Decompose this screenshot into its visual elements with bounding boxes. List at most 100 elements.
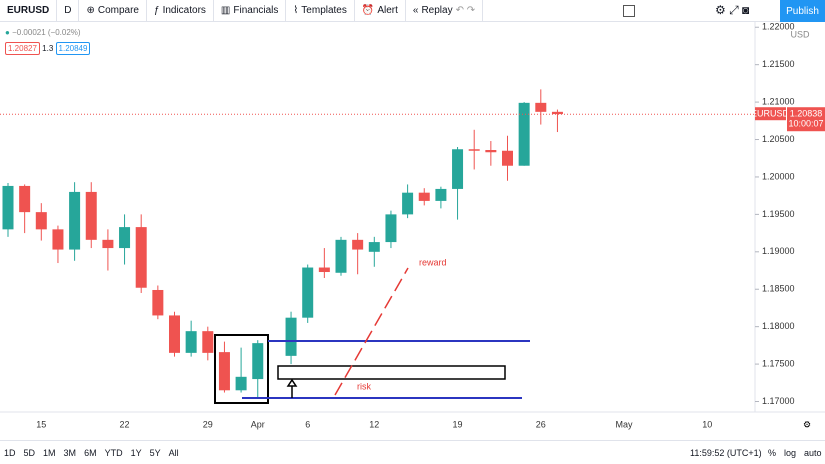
icon: ⏰ xyxy=(361,5,375,16)
ask[interactable]: 1.20849 xyxy=(55,42,91,55)
candle-body xyxy=(385,214,397,243)
axis-settings[interactable]: ⚙ xyxy=(803,419,811,429)
candle-body xyxy=(169,315,180,353)
candle-body xyxy=(52,229,64,250)
candle-body xyxy=(2,185,14,230)
candle-body xyxy=(152,289,164,316)
interval[interactable]: D xyxy=(57,0,80,22)
y-tick-label: 1.20500 xyxy=(762,134,795,144)
label: Replay xyxy=(421,5,453,16)
legend: ● −0.00021 (−0.02%) 1.20827 1.3 1.20849 xyxy=(5,28,91,55)
candle-body xyxy=(502,150,513,166)
symbol-tag xyxy=(755,107,786,121)
chart: USD ⚙ 1.17000 1.17500 1.18000 1.18500 1.1900… xyxy=(0,22,825,429)
x-tick-label: 10 xyxy=(702,419,712,429)
candle-body xyxy=(452,149,464,189)
financials[interactable]: ▥ Financials xyxy=(214,0,287,22)
annotations: reward risk xyxy=(214,257,530,404)
ranges: 1D 5D 1M 3M 6M YTD 1Y 5Y All xyxy=(0,448,183,458)
candle-body xyxy=(335,239,347,273)
x-tick-label: 19 xyxy=(453,419,463,429)
axis-option[interactable]: log xyxy=(784,447,797,458)
price-tag-label: 1.20838 xyxy=(790,109,823,119)
x-tick-label: 22 xyxy=(120,419,130,429)
label: Compare xyxy=(97,5,139,16)
y-tick-label: 1.22000 xyxy=(762,22,795,32)
candle-body xyxy=(402,192,414,215)
symbol-tag-label: EURUSD xyxy=(751,109,790,119)
candle-body xyxy=(252,343,264,380)
y-tick-label: 1.19000 xyxy=(762,246,795,256)
change: −0.00021 (−0.02%) xyxy=(12,28,81,37)
candle-body xyxy=(352,239,364,250)
legend-change-row: ● −0.00021 (−0.02%) xyxy=(5,28,90,37)
dot: ● xyxy=(5,28,10,37)
icon: ƒ xyxy=(154,5,160,16)
candle-body xyxy=(285,317,297,356)
axis-option[interactable]: auto xyxy=(804,447,822,458)
range-button[interactable]: 1D xyxy=(4,447,16,458)
candle-body xyxy=(202,331,214,353)
range-button[interactable]: All xyxy=(168,447,179,458)
candle-body xyxy=(235,376,247,391)
publish-button[interactable]: Publish xyxy=(780,0,825,22)
range-button[interactable]: 5D xyxy=(23,447,36,458)
range-button[interactable]: 3M xyxy=(63,447,77,458)
candle-body xyxy=(119,227,131,249)
bid[interactable]: 1.20827 xyxy=(5,42,40,55)
toolbar: EURUSD D ⊕ Compare ƒ Indicators ▥ Financial… xyxy=(0,0,825,22)
undo[interactable]: ↶ ↷ xyxy=(455,5,476,16)
range-button[interactable]: 6M xyxy=(84,447,97,458)
axis-option[interactable]: % xyxy=(768,447,777,458)
y-tick-label: 1.21500 xyxy=(762,59,795,69)
range-button[interactable]: 1M xyxy=(43,447,56,458)
icon: ⊕ xyxy=(86,5,95,16)
candle-body xyxy=(69,191,81,250)
alert[interactable]: ⏰ Alert xyxy=(355,0,406,22)
x-tick-label: 29 xyxy=(203,419,213,429)
icon: ▥ xyxy=(220,5,231,16)
replay[interactable]: «Replay ↶ ↷ xyxy=(406,0,484,22)
price-tag xyxy=(787,107,825,132)
y-tick-label: 1.17000 xyxy=(762,396,795,406)
candle-body xyxy=(535,102,547,112)
candle-body xyxy=(302,267,314,318)
currency: USD xyxy=(790,29,810,39)
candle-body xyxy=(551,111,563,115)
box[interactable] xyxy=(214,334,269,404)
x-tick-label: 12 xyxy=(369,419,379,429)
label: Financials xyxy=(233,5,279,16)
y-tick-label: 1.17500 xyxy=(762,358,795,368)
options: % log auto xyxy=(764,448,825,458)
y-tick-label: 1.21000 xyxy=(762,96,795,106)
red-line[interactable] xyxy=(334,267,409,396)
range-button[interactable]: YTD xyxy=(104,447,123,458)
x-tick-label: 15 xyxy=(36,419,46,429)
range-button[interactable]: 1Y xyxy=(130,447,142,458)
icon: ⌇ xyxy=(293,5,299,16)
risk-label: risk xyxy=(357,381,371,391)
indicators[interactable]: ƒ Indicators xyxy=(147,0,214,22)
x-tick-label: Apr xyxy=(251,419,265,429)
layout-button[interactable] xyxy=(623,5,635,17)
x-tick-label: 26 xyxy=(536,419,546,429)
candle-body xyxy=(102,239,114,249)
candle-body xyxy=(485,150,497,153)
candle-body xyxy=(368,242,380,252)
compare[interactable]: ⊕ Compare xyxy=(79,0,147,22)
y-tick-label: 1.18500 xyxy=(762,284,795,294)
templates[interactable]: ⌇ Templates xyxy=(286,0,355,22)
candle-body xyxy=(135,227,147,288)
entry-box[interactable] xyxy=(277,365,506,380)
range-button[interactable]: 5Y xyxy=(149,447,161,458)
settings-icons[interactable]: ⚙ ⤢ ◙ xyxy=(715,3,750,17)
arrow[interactable] xyxy=(286,378,298,398)
symbol[interactable]: EURUSD xyxy=(0,0,58,22)
candle-body xyxy=(19,185,31,213)
label: Alert xyxy=(377,5,398,16)
x-tick-label: 6 xyxy=(305,419,310,429)
candle-body xyxy=(35,212,47,230)
y-tick-label: 1.19500 xyxy=(762,209,795,219)
label: Indicators xyxy=(162,5,206,16)
